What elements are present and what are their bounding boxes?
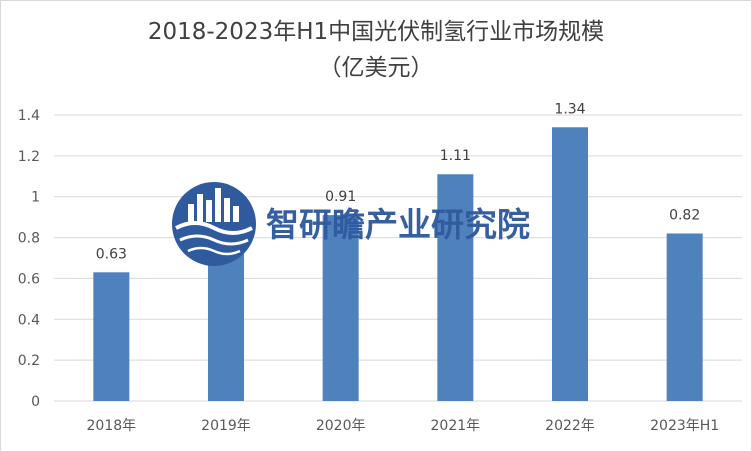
watermark-text: 智研瞻产业研究院: [266, 205, 530, 244]
bar: [322, 215, 359, 401]
watermark-logo-icon: [172, 182, 256, 266]
data-label: 0.82: [669, 207, 700, 223]
bar: [552, 127, 588, 401]
data-label: 0.63: [96, 246, 127, 262]
data-label: 1.11: [440, 148, 471, 164]
chart-title: 2018-2023年H1中国光伏制氢行业市场规模: [147, 19, 605, 45]
y-tick-label: 0.4: [18, 312, 40, 328]
bar: [208, 241, 244, 401]
y-tick-label: 1.2: [18, 149, 40, 165]
x-tick-label: 2022年: [545, 418, 595, 434]
y-tick-label: 0: [31, 394, 40, 410]
chart-title-block: 2018-2023年H1中国光伏制氢行业市场规模 （亿美元）: [0, 14, 752, 86]
y-tick-label: 0.6: [18, 271, 40, 287]
x-tick-label: 2020年: [316, 418, 366, 434]
data-label: 1.34: [554, 101, 585, 117]
bar: [93, 272, 130, 401]
x-tick-label: 2018年: [87, 418, 137, 434]
bar: [666, 233, 703, 401]
y-tick-label: 0.8: [18, 231, 40, 247]
x-tick-label: 2019年: [201, 418, 251, 434]
y-tick-label: 1.4: [18, 108, 40, 124]
y-tick-label: 1: [31, 190, 40, 206]
chart-subtitle: （亿美元）: [318, 55, 434, 81]
x-tick-label: 2021年: [431, 418, 481, 434]
bar: [437, 174, 474, 401]
x-tick-label: 2023年H1: [650, 418, 719, 434]
y-tick-label: 0.2: [18, 353, 40, 369]
data-label: 0.91: [325, 189, 356, 205]
